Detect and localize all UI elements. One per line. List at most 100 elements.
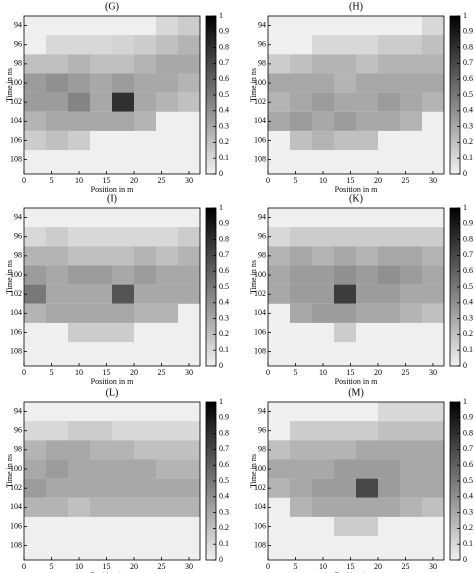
x-tick-label: 30 xyxy=(185,176,193,185)
heatmap-cell xyxy=(134,227,156,247)
heatmap-cell xyxy=(134,111,156,131)
colorbar-tick-label: 0.2 xyxy=(219,137,229,146)
heatmap-cell xyxy=(90,440,112,460)
y-axis-label: Time in ns xyxy=(249,260,258,294)
heatmap-cell xyxy=(290,92,312,112)
heatmap-cell xyxy=(378,35,400,55)
colorbar-tick-label: 0 xyxy=(219,169,223,178)
heatmap-cell xyxy=(334,459,356,479)
heatmap-cell xyxy=(24,440,46,460)
heatmap-cell xyxy=(290,497,312,517)
heatmap-cell xyxy=(68,111,90,131)
heatmap-cell xyxy=(290,440,312,460)
heatmap-cell xyxy=(24,227,46,247)
heatmap-cell xyxy=(90,73,112,93)
x-tick-label: 25 xyxy=(402,176,410,185)
heatmap-cell xyxy=(134,54,156,74)
colorbar-tick-label: 0 xyxy=(463,169,467,178)
heatmap-cell xyxy=(422,303,444,323)
colorbar-tick-label: 0.1 xyxy=(463,539,473,548)
x-tick-label: 30 xyxy=(185,368,193,377)
heatmap-cell xyxy=(422,265,444,285)
heatmap-cell xyxy=(112,303,134,323)
heatmap-cell xyxy=(378,54,400,74)
colorbar-tick-label: 0.2 xyxy=(219,329,229,338)
colorbar-tick-label: 0.9 xyxy=(219,27,229,36)
heatmap-cell xyxy=(178,16,200,36)
heatmap-cell xyxy=(90,322,112,343)
y-tick-label: 94 xyxy=(14,20,22,29)
x-tick-label: 5 xyxy=(50,368,54,377)
heatmap-cell xyxy=(46,92,68,112)
x-tick-label: 5 xyxy=(294,176,298,185)
heatmap-cell xyxy=(290,73,312,93)
x-tick-label: 5 xyxy=(294,368,298,377)
heatmap-cell xyxy=(356,73,378,93)
heatmap-cell xyxy=(356,227,378,247)
heatmap-cell xyxy=(334,246,356,266)
colorbar-tick-label: 0.3 xyxy=(463,313,473,322)
heatmap-cell xyxy=(178,54,200,74)
heatmap-cell xyxy=(112,322,134,343)
y-tick-label: 98 xyxy=(258,59,266,68)
heatmap-cell xyxy=(24,246,46,266)
heatmap-cell xyxy=(46,459,68,479)
heatmap-cell xyxy=(290,303,312,323)
heatmap-cell xyxy=(112,284,134,304)
heatmap-cell xyxy=(24,478,46,498)
y-tick-label: 108 xyxy=(254,346,266,355)
heatmap-cell xyxy=(378,497,400,517)
heatmap-cell xyxy=(68,303,90,323)
heatmap-cell xyxy=(112,227,134,247)
heatmap-cell xyxy=(268,440,290,460)
heatmap-cell xyxy=(90,497,112,517)
heatmap-cell xyxy=(24,54,46,74)
colorbar-tick-label: 1 xyxy=(219,11,223,20)
heatmap-cell xyxy=(400,265,422,285)
y-tick-label: 98 xyxy=(258,251,266,260)
colorbar-tick-label: 1 xyxy=(463,397,467,406)
x-tick-label: 15 xyxy=(347,368,355,377)
heatmap-cell xyxy=(400,303,422,323)
x-axis-label: Position in m xyxy=(335,185,378,194)
y-tick-label: 100 xyxy=(254,270,266,279)
heatmap-cell xyxy=(112,459,134,479)
y-tick-label: 100 xyxy=(254,464,266,473)
heatmap-cell xyxy=(24,111,46,131)
colorbar-tick-label: 0 xyxy=(219,361,223,370)
heatmap-cell xyxy=(156,303,178,323)
heatmap-cell xyxy=(378,246,400,266)
heatmap-cell xyxy=(400,284,422,304)
panel-title: (I) xyxy=(107,193,117,204)
x-tick-label: 15 xyxy=(103,176,111,185)
heatmap-cell xyxy=(268,92,290,112)
heatmap-cell xyxy=(422,478,444,498)
x-tick-label: 10 xyxy=(75,368,83,377)
heatmap-cell xyxy=(334,111,356,131)
y-tick-label: 108 xyxy=(10,346,22,355)
heatmap-cell xyxy=(68,73,90,93)
heatmap-cell xyxy=(90,421,112,441)
heatmap-cell xyxy=(68,322,90,343)
x-tick-label: 15 xyxy=(347,176,355,185)
x-axis-label: Position in m xyxy=(335,377,378,386)
heatmap-cell xyxy=(312,73,334,93)
colorbar-tick-label: 0.8 xyxy=(463,42,473,51)
heatmap-cell xyxy=(334,421,356,441)
y-tick-label: 96 xyxy=(258,232,266,241)
x-tick-label: 5 xyxy=(50,176,54,185)
heatmap-cell xyxy=(290,265,312,285)
colorbar-tick-label: 0.4 xyxy=(219,106,229,115)
heatmap-cell xyxy=(356,92,378,112)
y-tick-label: 108 xyxy=(254,154,266,163)
heatmap-cell xyxy=(68,478,90,498)
heatmap-cell xyxy=(290,478,312,498)
heatmap-cell xyxy=(356,284,378,304)
heatmap-cell xyxy=(356,497,378,517)
y-tick-label: 102 xyxy=(10,97,22,106)
x-tick-label: 20 xyxy=(374,176,382,185)
colorbar-tick-label: 0.7 xyxy=(219,444,229,453)
heatmap-cell xyxy=(68,246,90,266)
x-tick-label: 25 xyxy=(158,176,166,185)
